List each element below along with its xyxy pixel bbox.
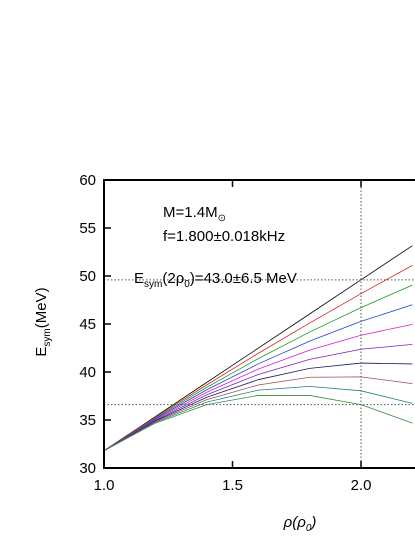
- curve: [103, 264, 413, 452]
- text-part: ): [309, 514, 316, 531]
- x-tick-label: 1.0: [94, 477, 115, 494]
- subscript: sym: [42, 328, 53, 346]
- curve: [103, 284, 413, 452]
- x-tick-label: 2.0: [351, 477, 372, 494]
- text-part: (MeV): [33, 287, 50, 328]
- text-part: )=43.0±6.5 MeV: [190, 270, 297, 287]
- subscript: 0: [306, 523, 312, 534]
- subscript: ⊙: [218, 213, 226, 224]
- curve: [103, 343, 413, 452]
- text-part: ρ(ρ: [283, 514, 307, 531]
- y-tick-label: 30: [79, 460, 96, 477]
- text-part: (2: [162, 270, 175, 287]
- y-axis-label: Esym(MeV): [33, 287, 53, 356]
- annotation: Esym(2ρ0)=43.0±6.5 MeV: [134, 270, 297, 290]
- text-part: f=1.800±0.018kHz: [163, 228, 285, 245]
- annotation: M=1.4M⊙: [163, 204, 226, 224]
- curve: [103, 323, 413, 452]
- y-tick-label: 40: [79, 364, 96, 381]
- y-tick-label: 45: [79, 316, 96, 333]
- text-part: M=1.4M: [163, 204, 218, 221]
- text-part: ρ: [176, 270, 185, 287]
- x-axis-label: ρ(ρ0): [283, 514, 317, 534]
- curve: [103, 385, 413, 452]
- y-tick-label: 60: [79, 172, 96, 189]
- x-tick-label: 1.5: [222, 477, 243, 494]
- subscript: 0: [184, 279, 190, 290]
- y-tick-label: 55: [79, 220, 96, 237]
- curve: [103, 376, 413, 452]
- annotation: f=1.800±0.018kHz: [163, 228, 285, 245]
- subscript: sym: [144, 279, 162, 290]
- y-tick-label: 50: [79, 268, 96, 285]
- text-part: E: [134, 270, 144, 287]
- y-tick-label: 35: [79, 412, 96, 429]
- text-part: E: [33, 347, 50, 357]
